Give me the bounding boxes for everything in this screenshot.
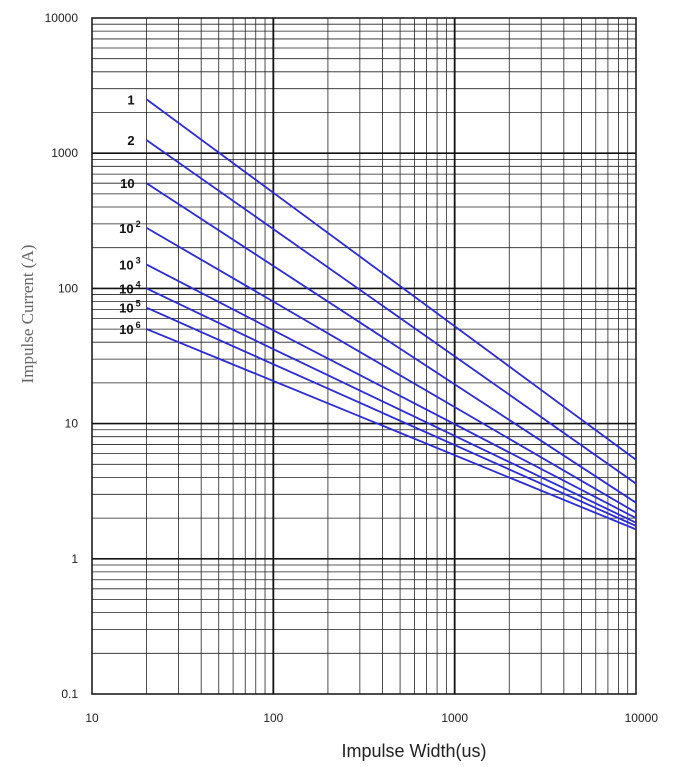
y-tick-label: 0.1 — [61, 687, 78, 701]
series-line — [146, 182, 637, 504]
y-axis-title: Impulse Current (A) — [18, 245, 37, 384]
series-line — [146, 287, 637, 524]
x-tick-label: 1000 — [441, 711, 468, 725]
x-tick-labels: 10 100 1000 10000 — [85, 711, 658, 725]
series-label: 10 4 — [119, 279, 140, 296]
y-tick-label: 100 — [58, 281, 78, 295]
series-label: 1 — [127, 92, 134, 107]
series-label: 10 — [120, 176, 134, 191]
series-label: 10 2 — [119, 219, 140, 236]
y-tick-label: 10 — [65, 417, 79, 431]
x-tick-label: 10 — [85, 711, 99, 725]
y-tick-label: 1000 — [51, 146, 78, 160]
series-line — [146, 98, 637, 461]
y-tick-labels: 0.1 1 10 100 1000 10000 — [45, 11, 79, 701]
x-tick-label: 100 — [263, 711, 283, 725]
plot-frame — [91, 17, 637, 695]
series-line — [146, 227, 637, 514]
y-tick-label: 1 — [71, 552, 78, 566]
series-line — [146, 139, 637, 485]
series-label: 10 3 — [119, 256, 140, 273]
y-tick-label: 10000 — [45, 11, 79, 25]
x-tick-label: 10000 — [625, 711, 659, 725]
series-line — [146, 263, 637, 519]
series-line — [146, 306, 637, 527]
series-label: 10 6 — [119, 320, 140, 337]
series-lines — [146, 98, 637, 531]
series-label: 10 5 — [119, 299, 140, 316]
x-axis-title: Impulse Width(us) — [341, 741, 486, 761]
series-label: 2 — [127, 133, 134, 148]
series-line — [146, 328, 637, 531]
